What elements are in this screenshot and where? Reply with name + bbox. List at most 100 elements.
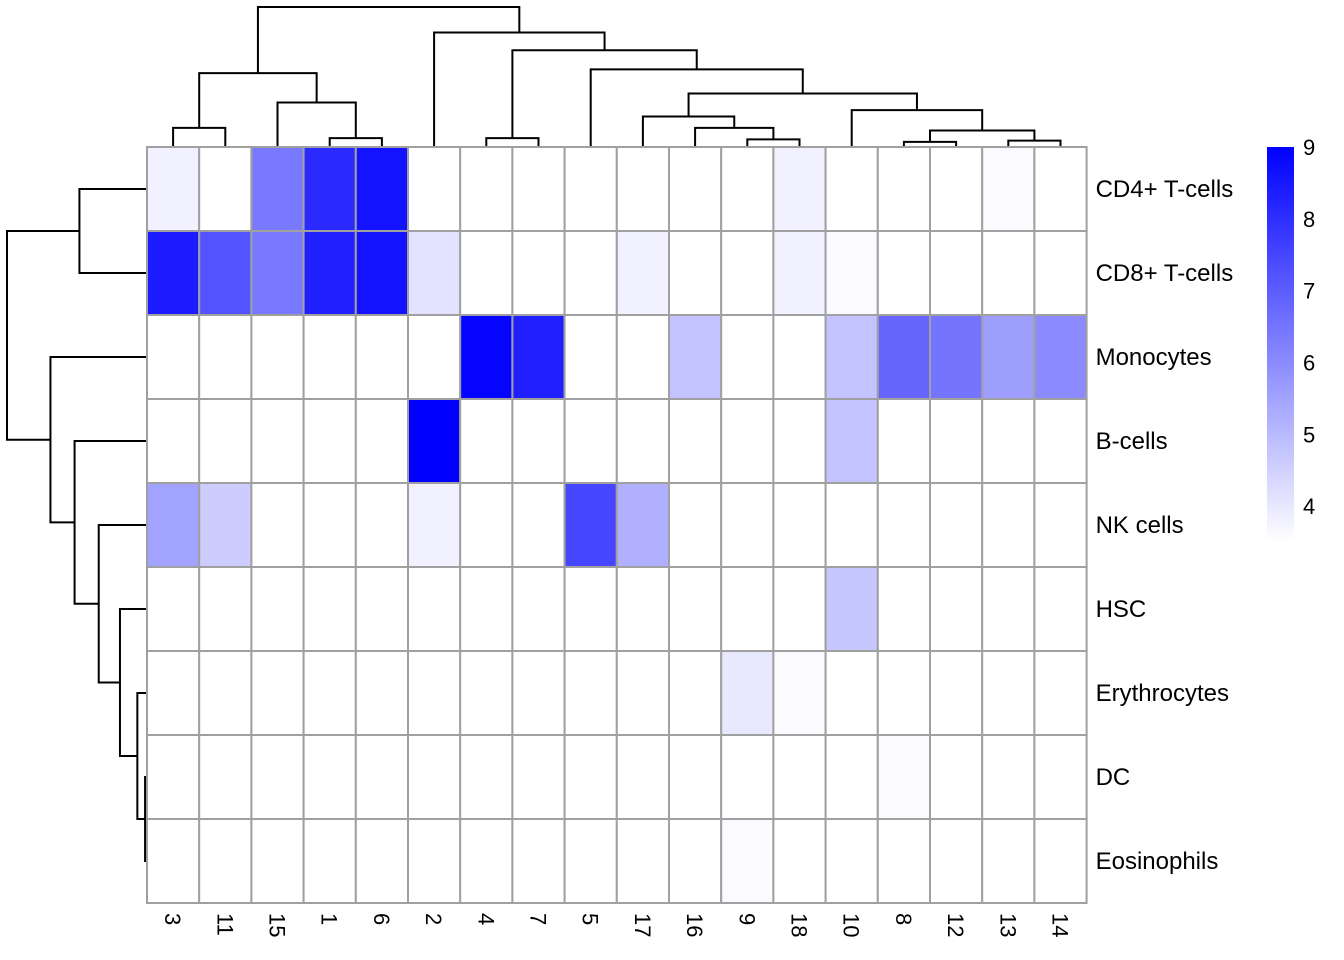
dendrogram-branch: [49, 356, 147, 524]
heatmap-cell: [302, 230, 357, 316]
heatmap-cell: [876, 230, 931, 316]
heatmap-cell: [615, 398, 670, 484]
heatmap-cell: [929, 314, 984, 400]
heatmap-cell: [302, 146, 357, 232]
heatmap-cell: [459, 398, 514, 484]
heatmap-cell: [407, 482, 462, 568]
column-label: 1: [317, 913, 342, 925]
heatmap-cell: [668, 398, 723, 484]
heatmap-cell: [1033, 230, 1088, 316]
heatmap-cell: [615, 230, 670, 316]
heatmap-cell: [198, 398, 253, 484]
heatmap-cell: [876, 398, 931, 484]
heatmap-cell: [981, 314, 1036, 400]
dendrogram-branch: [328, 137, 383, 147]
heatmap-cell: [146, 314, 201, 400]
heatmap-cell: [250, 650, 305, 736]
heatmap-cell: [720, 398, 775, 484]
heatmap-cell: [668, 230, 723, 316]
column-label: 10: [839, 913, 864, 937]
heatmap-cell: [511, 650, 566, 736]
heatmap-cell: [459, 146, 514, 232]
heatmap-cell: [459, 314, 514, 400]
heatmap-cell: [459, 566, 514, 652]
heatmap-cell: [824, 398, 879, 484]
column-label: 4: [473, 913, 498, 925]
heatmap-cell: [354, 482, 409, 568]
row-label: HSC: [1096, 596, 1147, 623]
heatmap-cell: [146, 398, 201, 484]
heatmap-cell: [615, 734, 670, 820]
dendrogram-branch: [694, 126, 775, 147]
heatmap-cell: [563, 146, 618, 232]
column-labels: 3 11 15 1 6 2 4 7 5 17 16 9 18 10 8 12 13 14: [160, 913, 1072, 937]
heatmap-cell: [668, 314, 723, 400]
column-label: 8: [891, 913, 916, 925]
column-label: 16: [682, 913, 707, 937]
heatmap-cell: [198, 146, 253, 232]
heatmap-cell: [981, 566, 1036, 652]
heatmap-cell: [302, 734, 357, 820]
heatmap-cell: [772, 734, 827, 820]
heatmap-cell: [1033, 146, 1088, 232]
column-label: 3: [160, 913, 185, 925]
heatmap-cell: [563, 398, 618, 484]
heatmap-cell: [146, 566, 201, 652]
heatmap-cell: [563, 818, 618, 904]
heatmap-cell: [407, 818, 462, 904]
heatmap-cell: [146, 650, 201, 736]
heatmap-cell: [772, 566, 827, 652]
heatmap-cell: [302, 398, 357, 484]
dendrogram-branch: [73, 440, 147, 605]
heatmap-cell: [772, 398, 827, 484]
heatmap-cell: [198, 482, 253, 568]
heatmap-cell: [302, 566, 357, 652]
heatmap-cell: [876, 482, 931, 568]
heatmap-cell: [876, 650, 931, 736]
heatmap-cell: [407, 146, 462, 232]
heatmap-cell: [772, 818, 827, 904]
heatmap-cell: [354, 650, 409, 736]
column-label: 15: [265, 913, 290, 937]
heatmap-cell: [824, 566, 879, 652]
dendrogram-branch: [485, 137, 540, 147]
row-label: Erythrocytes: [1096, 680, 1229, 707]
heatmap-cell: [720, 146, 775, 232]
row-label: NK cells: [1096, 512, 1184, 539]
dendrogram-branch: [78, 188, 147, 274]
heatmap-cell: [1033, 566, 1088, 652]
legend-tick-label: 5: [1303, 422, 1315, 447]
column-dendrogram: [172, 6, 1062, 147]
heatmap-cell: [824, 650, 879, 736]
heatmap-cell: [250, 398, 305, 484]
heatmap-cell: [354, 734, 409, 820]
heatmap-cell: [720, 650, 775, 736]
legend-tick-label: 9: [1303, 135, 1315, 160]
heatmap-cell: [511, 230, 566, 316]
column-label: 18: [787, 913, 812, 937]
legend-tick-label: 8: [1303, 207, 1315, 232]
heatmap-cell: [720, 230, 775, 316]
heatmap-cell: [615, 482, 670, 568]
heatmap-cell: [876, 566, 931, 652]
heatmap-cell: [929, 734, 984, 820]
heatmap-cell: [146, 230, 201, 316]
dendrogram-branch: [589, 68, 804, 147]
heatmap-cell: [354, 314, 409, 400]
heatmap-cell: [615, 650, 670, 736]
dendrogram-branch: [198, 72, 318, 128]
heatmap-cell: [198, 734, 253, 820]
heatmap-cell: [511, 314, 566, 400]
heatmap-cell: [824, 146, 879, 232]
heatmap-cell: [615, 314, 670, 400]
heatmap-cell: [1033, 314, 1088, 400]
heatmap-cell: [615, 566, 670, 652]
heatmap-cell: [981, 818, 1036, 904]
heatmap-cell: [668, 146, 723, 232]
column-label: 6: [369, 913, 394, 925]
heatmap-cell: [407, 650, 462, 736]
heatmap-cell: [511, 818, 566, 904]
heatmap-cell: [929, 818, 984, 904]
heatmap-cell: [198, 314, 253, 400]
heatmap-cell: [198, 818, 253, 904]
